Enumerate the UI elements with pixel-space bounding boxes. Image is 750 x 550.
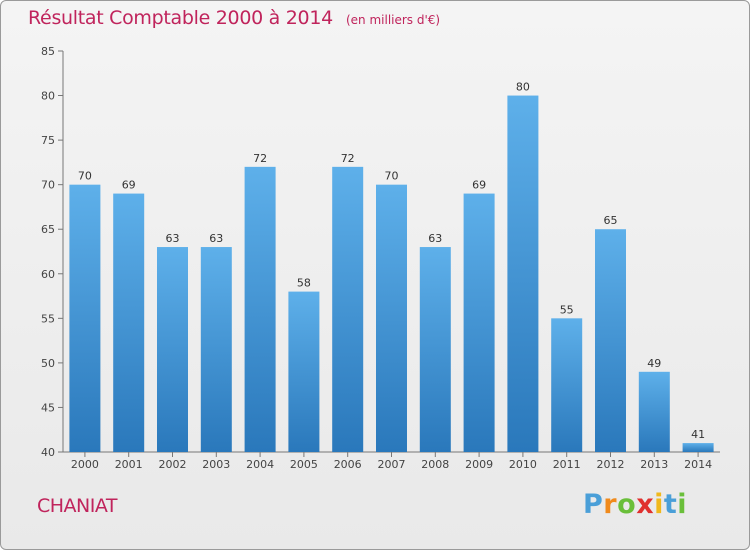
x-tick-label: 2011 xyxy=(553,458,581,471)
bar xyxy=(595,229,626,452)
y-tick-label: 75 xyxy=(41,134,55,147)
bar-value-label: 55 xyxy=(560,303,574,316)
bar xyxy=(682,443,714,452)
y-tick-label: 45 xyxy=(41,401,55,414)
bar-value-label: 72 xyxy=(253,152,267,165)
bar xyxy=(507,95,539,453)
x-tick-label: 2014 xyxy=(684,458,712,471)
chart-subtitle: (en milliers d'€) xyxy=(345,13,441,27)
y-tick-label: 65 xyxy=(41,223,55,236)
bar xyxy=(551,318,583,452)
proxiti-logo[interactable]: Proxiti xyxy=(583,489,687,520)
x-tick-label: 2004 xyxy=(246,458,274,471)
x-tick-label: 2010 xyxy=(509,458,537,471)
bar xyxy=(288,291,320,452)
bar-value-label: 69 xyxy=(122,179,136,192)
x-tick-label: 2003 xyxy=(202,458,230,471)
bar-value-label: 63 xyxy=(428,232,442,245)
logo-letter: i xyxy=(654,489,664,520)
y-tick-label: 40 xyxy=(41,446,55,459)
bar-value-label: 63 xyxy=(166,232,180,245)
bar xyxy=(332,166,364,452)
bar xyxy=(638,371,670,452)
x-tick-label: 2012 xyxy=(597,458,625,471)
logo-letter: i xyxy=(677,489,688,520)
chart-title: Résultat Comptable 2000 à 2014 xyxy=(28,7,333,29)
logo-letter: P xyxy=(583,489,604,520)
bar-value-label: 58 xyxy=(297,277,311,290)
x-tick-label: 2007 xyxy=(378,458,406,471)
bar xyxy=(463,193,495,453)
logo-letter: t xyxy=(663,489,678,520)
bar-value-label: 72 xyxy=(341,152,355,165)
bar xyxy=(419,247,451,452)
x-tick-label: 2009 xyxy=(465,458,493,471)
bar xyxy=(244,166,276,452)
y-tick-label: 60 xyxy=(41,268,55,281)
y-tick-label: 80 xyxy=(41,90,55,103)
bar xyxy=(157,247,188,452)
logo-letter: o xyxy=(617,489,637,520)
bar-value-label: 80 xyxy=(516,81,530,94)
bar xyxy=(376,184,407,452)
bar-value-label: 65 xyxy=(604,214,618,227)
bar-value-label: 70 xyxy=(385,170,399,183)
bar xyxy=(69,184,101,452)
bars: 70 69 63 63 72 58 72 70 63 69 80 55 65 49 41 xyxy=(69,81,714,453)
title-block: Résultat Comptable 2000 à 2014 (en milli… xyxy=(28,7,440,29)
bar xyxy=(200,247,232,452)
x-tick-label: 2002 xyxy=(159,458,187,471)
y-tick-label: 55 xyxy=(41,312,55,325)
bar xyxy=(113,193,145,453)
city-name: CHANIAT xyxy=(37,495,118,517)
x-tick-label: 2000 xyxy=(71,458,99,471)
y-tick-label: 50 xyxy=(41,357,55,370)
bar-value-label: 69 xyxy=(472,179,486,192)
logo-letter: r xyxy=(603,489,618,520)
logo-letter: x xyxy=(636,489,655,520)
x-tick-label: 2008 xyxy=(421,458,449,471)
bar-value-label: 49 xyxy=(647,357,661,370)
x-tick-label: 2001 xyxy=(115,458,143,471)
x-tick-label: 2005 xyxy=(290,458,318,471)
x-tick-label: 2013 xyxy=(640,458,668,471)
y-tick-label: 70 xyxy=(41,179,55,192)
bar-value-label: 70 xyxy=(78,170,92,183)
bar-value-label: 63 xyxy=(209,232,223,245)
y-tick-label: 85 xyxy=(41,45,55,58)
bar-value-label: 41 xyxy=(691,428,705,441)
x-tick-label: 2006 xyxy=(334,458,362,471)
